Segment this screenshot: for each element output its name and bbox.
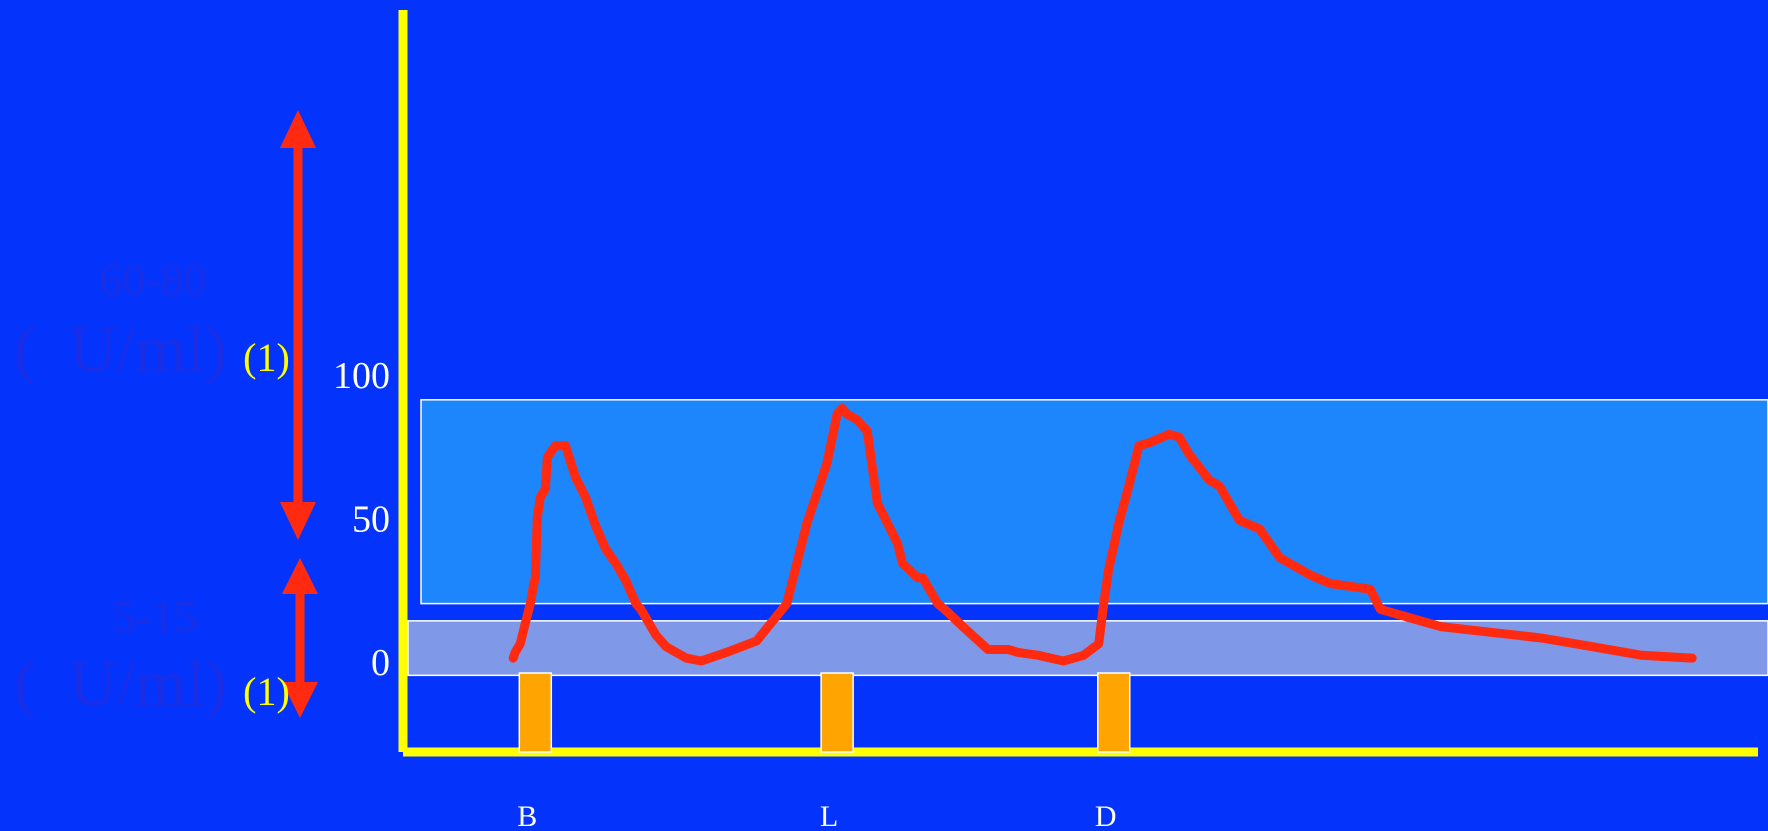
y-tick-label-0: 0 (371, 642, 390, 684)
curve-series (508, 403, 1697, 666)
meal-marker-1 (820, 672, 854, 753)
range-label-low: 5-15 (112, 591, 198, 642)
x-tick-label-1: L (820, 800, 838, 831)
range-arrow-60-80 (280, 110, 316, 540)
reference-marker-high: (1) (243, 335, 290, 380)
meal-marker-0 (518, 672, 553, 753)
range-arrow-5-15 (282, 558, 318, 718)
meal-marker-2 (1097, 672, 1131, 753)
reference-marker-low: (1) (243, 669, 290, 714)
reference-bands (407, 399, 1768, 677)
unit-label-high: ( U/ml) (1) (14, 313, 290, 386)
x-tick-label-2: D (1095, 800, 1117, 831)
y-tick-labels: 0 50 100 (333, 355, 390, 684)
y-tick-label-1: 50 (352, 499, 390, 541)
range-label-high: 60-80 (99, 254, 207, 305)
meal-markers (518, 672, 1131, 753)
y-tick-label-2: 100 (333, 355, 390, 397)
unit-label-low: ( U/ml) (1) (14, 647, 290, 720)
series-line-0 (508, 403, 1697, 666)
reference-band-0 (420, 399, 1768, 605)
x-tick-label-0: B (517, 800, 537, 831)
